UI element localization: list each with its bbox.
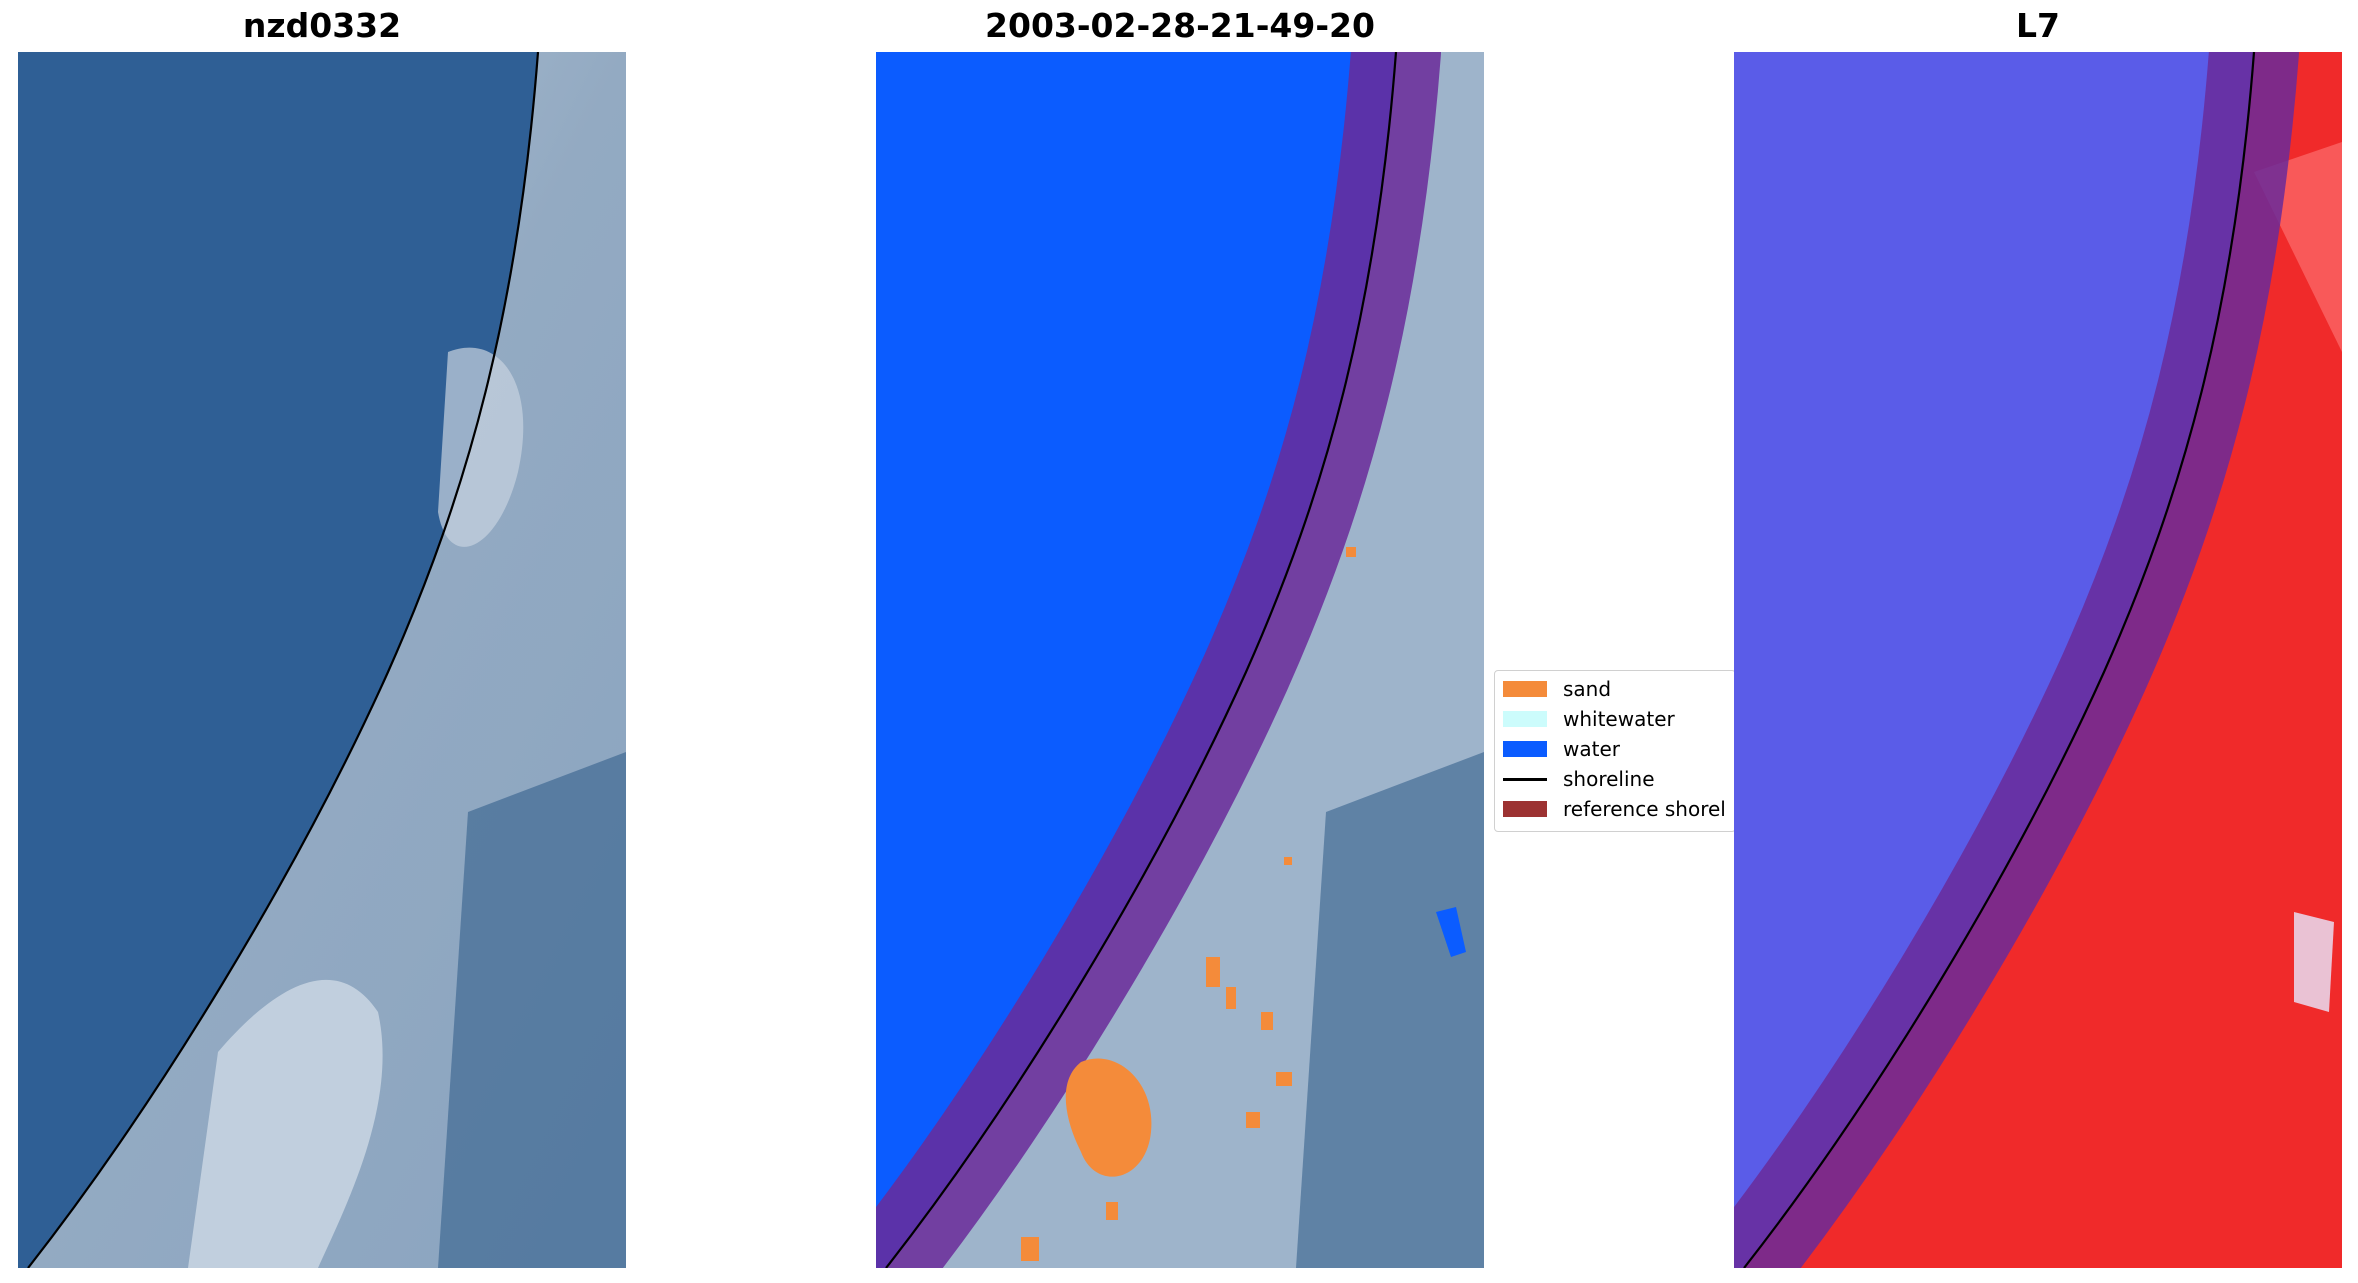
- legend-label: water: [1563, 737, 1620, 761]
- inland-water: [1436, 907, 1466, 957]
- classified-image: [876, 52, 1484, 1268]
- legend-item-water: water: [1503, 737, 1620, 761]
- sand-swatch: [1503, 681, 1547, 697]
- legend-item-reference-shoreline: reference shorel: [1503, 797, 1726, 821]
- whitewater-swatch: [1503, 711, 1547, 727]
- sand-patches: [1021, 547, 1356, 1261]
- shoreline: [27, 52, 540, 1268]
- legend-label: reference shorel: [1563, 797, 1726, 821]
- land-index-area: [1744, 52, 2342, 1268]
- bright-hills: [188, 979, 383, 1268]
- bright-ridge: [438, 347, 524, 547]
- classification-panel: [876, 52, 1484, 1268]
- index-panel: [1734, 52, 2342, 1268]
- legend-label: shoreline: [1563, 767, 1655, 791]
- legend-item-sand: sand: [1503, 677, 1611, 701]
- shoreline-line-swatch: [1503, 777, 1547, 781]
- dark-vegetation: [438, 752, 626, 1268]
- bright-patch: [2294, 912, 2334, 1012]
- panel-title-classification: 2003-02-28-21-49-20: [985, 6, 1375, 45]
- shoreline: [1743, 52, 2256, 1268]
- rgb-image-panel: [18, 52, 626, 1268]
- legend-item-whitewater: whitewater: [1503, 707, 1675, 731]
- dark-vegetation: [1296, 752, 1484, 1268]
- rgb-image: [18, 52, 626, 1268]
- legend-item-shoreline: shoreline: [1503, 767, 1655, 791]
- panel-title-rgb: nzd0332: [242, 6, 402, 45]
- legend: sand whitewater water shoreline referenc…: [1494, 670, 1736, 832]
- shoreline: [885, 52, 1398, 1268]
- water-swatch: [1503, 741, 1547, 757]
- index-image: [1734, 52, 2342, 1268]
- legend-label: sand: [1563, 677, 1612, 701]
- reference-shoreline-swatch: [1503, 801, 1547, 817]
- legend-label: whitewater: [1563, 707, 1675, 731]
- panel-title-index: L7: [2016, 6, 2060, 45]
